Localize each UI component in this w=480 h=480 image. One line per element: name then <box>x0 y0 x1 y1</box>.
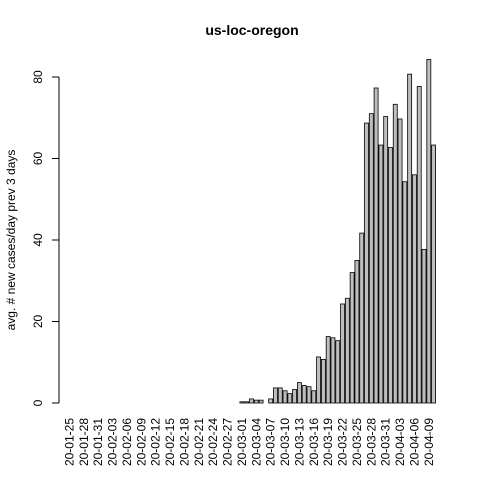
y-axis-label: avg. # new cases/day prev 3 days <box>4 150 18 331</box>
bar-20-04-03 <box>398 119 402 403</box>
bar-20-03-20 <box>331 338 335 403</box>
x-tick-label: 20-03-28 <box>364 418 378 466</box>
bar-20-03-13 <box>297 383 301 403</box>
x-tick-label: 20-04-09 <box>422 418 436 466</box>
bar-20-03-25 <box>355 260 359 403</box>
x-tick-label: 20-01-25 <box>62 418 76 466</box>
bar-20-03-09 <box>278 388 282 403</box>
x-tick-label: 20-01-28 <box>77 418 91 466</box>
x-tick-label: 20-03-22 <box>336 418 350 466</box>
bar-20-04-09 <box>427 59 431 403</box>
bar-20-03-24 <box>350 273 354 403</box>
x-tick-label: 20-04-06 <box>407 418 421 466</box>
x-tick-label: 20-04-03 <box>393 418 407 466</box>
bars-group <box>240 59 436 403</box>
x-tick-label: 20-02-27 <box>221 418 235 466</box>
bar-20-03-08 <box>273 388 277 403</box>
bar-20-03-19 <box>326 337 330 403</box>
bar-20-03-15 <box>307 387 311 403</box>
y-tick-label: 80 <box>31 70 45 84</box>
bar-20-03-18 <box>321 359 325 403</box>
x-tick-label: 20-02-21 <box>192 418 206 466</box>
bar-20-03-04 <box>254 400 258 403</box>
bar-20-04-06 <box>412 175 416 403</box>
bar-20-03-22 <box>341 304 345 403</box>
bar-20-03-14 <box>302 385 306 403</box>
bar-20-03-17 <box>317 357 321 403</box>
x-tick-label: 20-02-24 <box>206 418 220 466</box>
y-tick-label: 60 <box>31 152 45 166</box>
bar-20-03-28 <box>369 114 373 403</box>
x-tick-label: 20-03-31 <box>379 418 393 466</box>
x-tick-label: 20-02-15 <box>163 418 177 466</box>
x-tick-label: 20-03-04 <box>249 418 263 466</box>
x-tick-label: 20-02-09 <box>134 418 148 466</box>
x-tick-label: 20-03-07 <box>264 418 278 466</box>
y-tick-label: 40 <box>31 233 45 247</box>
x-tick-label: 20-02-18 <box>177 418 191 466</box>
bar-20-04-10 <box>432 145 436 403</box>
y-axis: 0 20 40 60 80 <box>31 70 59 406</box>
x-tick-label: 20-01-31 <box>91 418 105 466</box>
bar-20-04-04 <box>403 182 407 403</box>
bar-20-03-21 <box>336 341 340 403</box>
bar-20-03-31 <box>384 117 388 403</box>
x-tick-label: 20-03-13 <box>292 418 306 466</box>
bar-20-03-29 <box>374 88 378 403</box>
bar-20-03-05 <box>259 400 263 403</box>
bar-20-03-16 <box>312 391 316 403</box>
x-tick-label: 20-02-03 <box>106 418 120 466</box>
x-tick-label: 20-03-16 <box>307 418 321 466</box>
bar-20-03-11 <box>288 394 292 403</box>
x-tick-label: 20-03-10 <box>278 418 292 466</box>
x-tick-label: 20-03-19 <box>321 418 335 466</box>
bar-20-03-03 <box>250 399 254 403</box>
x-tick-label: 20-02-06 <box>120 418 134 466</box>
x-tick-label: 20-03-25 <box>350 418 364 466</box>
y-tick-label: 20 <box>31 315 45 329</box>
bar-20-04-07 <box>417 86 421 403</box>
bar-20-04-01 <box>388 148 392 404</box>
chart-title: us-loc-oregon <box>205 22 298 38</box>
bar-20-03-07 <box>269 399 273 403</box>
bar-20-03-02 <box>245 402 249 403</box>
bar-20-03-12 <box>293 390 297 403</box>
bar-20-03-30 <box>379 145 383 403</box>
bar-20-03-01 <box>240 402 244 403</box>
x-tick-label: 20-02-12 <box>149 418 163 466</box>
bar-20-04-02 <box>393 104 397 403</box>
bar-20-03-27 <box>365 123 369 403</box>
bar-20-03-26 <box>360 233 364 403</box>
x-axis: 20-01-25 20-01-28 20-01-31 20-02-03 20-02-06… <box>62 418 435 466</box>
y-tick-label: 0 <box>31 399 45 406</box>
bar-20-04-08 <box>422 249 426 403</box>
x-tick-label: 20-03-01 <box>235 418 249 466</box>
bar-20-04-05 <box>408 74 412 403</box>
bar-20-03-10 <box>283 391 287 403</box>
bar-20-03-23 <box>345 298 349 403</box>
